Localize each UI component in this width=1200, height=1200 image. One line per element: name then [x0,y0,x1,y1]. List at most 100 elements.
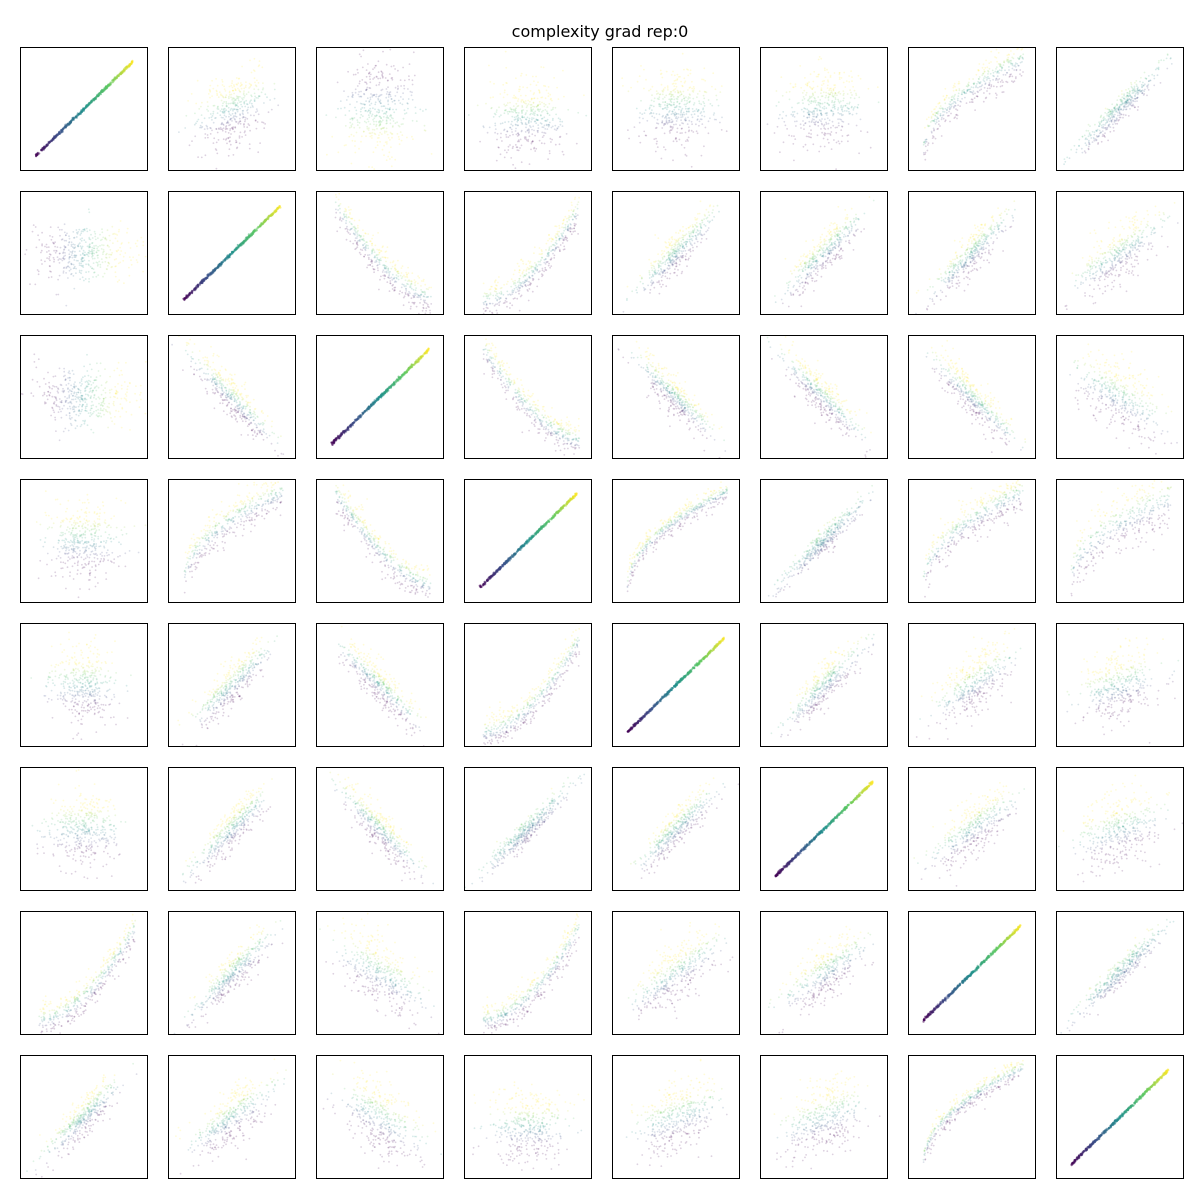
scatter-point [253,98,256,101]
scatter-point [704,91,707,93]
scatter-point [570,201,573,204]
scatter-point [538,100,541,103]
scatter-point [363,255,365,258]
scatter-point [73,256,76,259]
scatter-point [354,230,357,232]
scatter-point [518,292,520,295]
scatter-point [418,294,421,297]
scatter-point [394,263,397,266]
scatter-point [1127,104,1130,107]
scatter-point [673,113,676,115]
scatter-point [1001,84,1004,87]
scatter-point [522,109,525,111]
scatter-point [830,148,833,150]
scatter-point [679,113,682,116]
scatter-point [223,114,226,117]
scatter-point [228,90,231,93]
scatter-point [680,119,682,122]
scatter-point [521,272,524,275]
scatter-point [945,96,948,99]
scatter-point [1115,103,1118,105]
scatter-point [679,106,682,108]
scatter-point [422,110,424,112]
scatter-point [971,101,974,103]
scatter-point [823,101,826,104]
scatter-point [97,237,99,240]
scatter-point [681,107,684,110]
scatter-point [654,150,657,153]
scatter-point [537,104,539,107]
scatter-point [352,242,355,245]
scatter-point [257,82,260,84]
scatter-point [820,92,822,95]
scatter-point [819,106,822,108]
scatter-point [847,134,850,136]
scatter-point [670,74,673,76]
scatter-point [550,97,552,100]
scatter-point [503,156,506,159]
scatter-point [1019,55,1022,57]
scatter-point [365,88,368,91]
scatter-point [405,112,408,114]
scatter-point [969,88,972,91]
scatter-point [500,292,503,294]
scatter-point [953,95,956,97]
scatter-point [697,115,699,117]
scatter-point [80,264,82,267]
scatter-point [254,95,256,98]
scatter-point [105,86,108,89]
scatter-point [1018,56,1021,59]
scatter-point [567,227,570,230]
scatter-point [978,85,981,88]
scatter-point [91,257,94,260]
scatter-point [931,137,934,139]
scatter-point [391,284,394,287]
scatter-point [966,90,969,92]
scatter-point [820,87,823,90]
scatter-point [657,122,660,125]
scatter-point [381,88,384,91]
scatter-point [1089,125,1091,127]
scatter-point [1073,144,1076,147]
scatter-point [531,269,533,272]
scatter-point [1008,66,1010,68]
scatter-point [827,79,829,82]
scatter-point [496,132,499,135]
scatter-point [510,128,513,131]
scatter-point [393,99,396,102]
scatter-point [1143,93,1146,95]
scatter-point [486,131,489,134]
scatter-point [376,127,378,130]
scatter-point [1019,69,1022,71]
scatter-point [499,287,502,290]
scatter-point [391,133,394,135]
scatter-point [343,144,346,147]
scatter-point [371,252,373,255]
scatter-point [669,126,672,129]
scatter-point [838,76,841,79]
scatter-point [1139,80,1141,83]
scatter-point [948,107,951,110]
scatter-point [367,264,370,266]
scatter-point [1144,77,1147,79]
scatter-point [548,238,551,240]
scatter-point [488,302,491,305]
scatter-point [386,79,389,82]
scatter-point [665,115,667,118]
scatter-point [349,233,351,235]
scatter-point [247,235,251,238]
scatter-point [666,113,669,116]
scatter-point [534,262,536,264]
scatter-point [405,273,408,276]
scatter-point [1099,116,1102,119]
scatter-point [354,248,357,251]
scatter-point [1011,80,1013,83]
scatter-point [802,124,805,127]
scatter-point [945,111,948,114]
scatter-point [231,102,233,104]
scatter-point [382,245,384,248]
scatter-point [1022,71,1024,73]
scatter-point [349,211,351,214]
scatter-points [482,196,580,315]
scatter-point [75,272,77,275]
